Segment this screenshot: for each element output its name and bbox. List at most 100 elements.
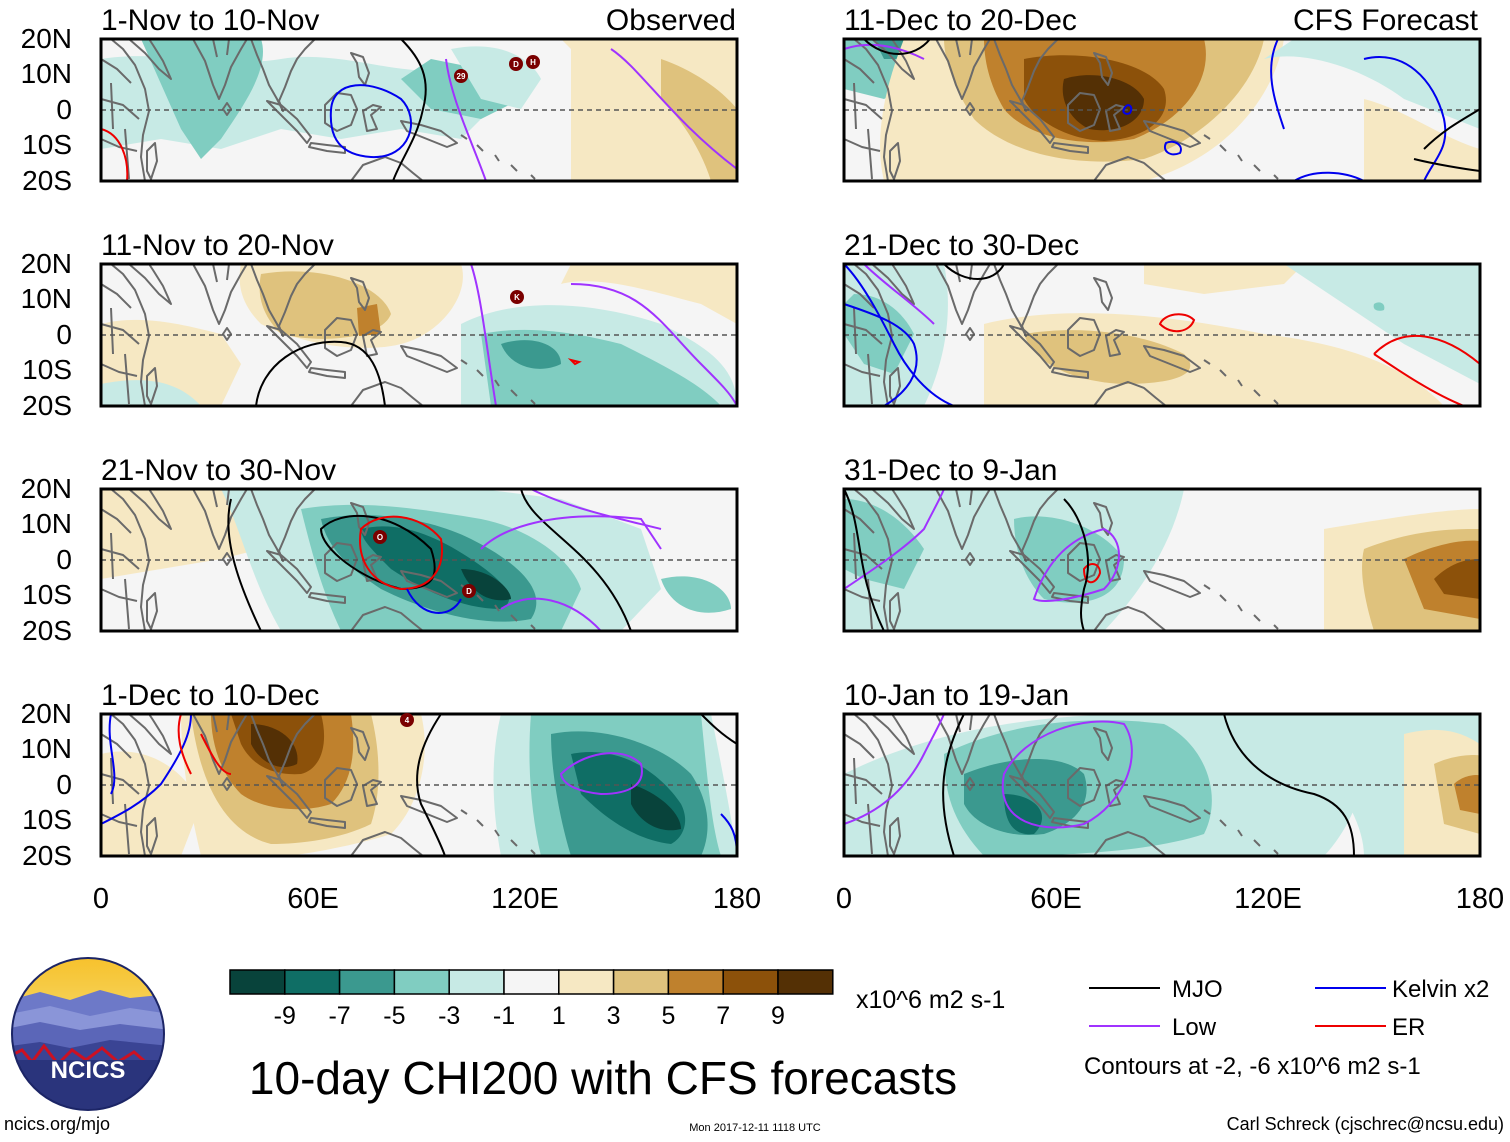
colorbar-swatch	[503, 969, 560, 995]
storm-marker-2: D	[509, 57, 523, 71]
panel-right-4-title: 10-Jan to 19-Jan	[844, 679, 1069, 712]
colorbar-tick-label: -5	[383, 1002, 405, 1030]
footer-timestamp: Mon 2017-12-11 1118 UTC	[689, 1122, 821, 1134]
map-panel-right-2	[843, 263, 1481, 407]
colorbar: -9 -7 -5 -3 -1 1 3 5 7 9	[229, 969, 834, 1030]
legend: MJO Kelvin x2 Low ER Contours at -2, -6 …	[1084, 976, 1489, 1080]
xlab-left-60e: 60E	[287, 883, 339, 915]
colorbar-tick-label: -9	[274, 1002, 296, 1030]
ylab-10n: 10N	[21, 283, 72, 314]
ylab-0: 0	[56, 544, 72, 575]
colorbar-units: x10^6 m2 s-1	[856, 986, 1005, 1014]
colorbar-swatch	[558, 969, 615, 995]
storm-marker-5: O	[373, 530, 387, 544]
map-panel-right-3	[843, 488, 1480, 632]
observed-label: Observed	[606, 4, 736, 37]
legend-label-er: ER	[1392, 1014, 1425, 1041]
colorbar-swatch	[612, 969, 670, 995]
xlab-left-120e: 120E	[491, 883, 559, 915]
ylab-0: 0	[56, 94, 72, 125]
ylab-20n: 20N	[21, 698, 72, 729]
figure-title: 10-day CHI200 with CFS forecasts	[249, 1052, 957, 1104]
storm-marker-4: K	[510, 290, 524, 304]
ylab-20s: 20S	[22, 840, 72, 871]
svg-text:H: H	[530, 58, 536, 67]
storm-marker-1: 29	[454, 69, 468, 83]
footer-url: ncics.org/mjo	[4, 1114, 110, 1134]
ylab-10s: 10S	[22, 804, 72, 835]
colorbar-swatch	[777, 969, 834, 995]
storm-marker-7: 4	[400, 713, 414, 727]
panel-right-1-title: 11-Dec to 20-Dec	[844, 4, 1077, 37]
legend-note: Contours at -2, -6 x10^6 m2 s-1	[1084, 1053, 1421, 1080]
panel-right-2-title: 21-Dec to 30-Dec	[844, 229, 1079, 262]
svg-text:D: D	[513, 60, 519, 69]
xlab-right-120e: 120E	[1234, 883, 1302, 915]
cfs-forecast-label: CFS Forecast	[1293, 4, 1479, 37]
ylab-10s: 10S	[22, 354, 72, 385]
footer-credit: Carl Schreck (cjschrec@ncsu.edu)	[1227, 1114, 1504, 1134]
panel-frames	[99, 37, 1482, 858]
panel-left-2-title: 11-Nov to 20-Nov	[101, 229, 334, 262]
xlab-left-180: 180	[713, 883, 761, 915]
ylab-10s: 10S	[22, 129, 72, 160]
ylab-0: 0	[56, 319, 72, 350]
colorbar-tick-label: 9	[771, 1002, 785, 1030]
ylab-20n: 20N	[21, 248, 72, 279]
colorbar-tick-label: 3	[607, 1002, 621, 1030]
ylab-10n: 10N	[21, 508, 72, 539]
colorbar-tick-label: 1	[552, 1002, 566, 1030]
map-panel-left-2	[100, 263, 738, 407]
xlab-right-0: 0	[836, 883, 852, 915]
svg-text:D: D	[466, 587, 472, 596]
ncics-logo: NCICS	[11, 957, 165, 1111]
colorbar-tick-label: -1	[493, 1002, 515, 1030]
x-axis-labels: 0 60E 120E 180 0 60E 120E 180	[93, 883, 1504, 915]
y-axis-labels: 20N 10N 0 10S 20S 20N 10N 0 10S 20S 20N …	[21, 23, 72, 871]
colorbar-tick-label: -3	[438, 1002, 460, 1030]
ylab-10n: 10N	[21, 58, 72, 89]
ylab-20n: 20N	[21, 473, 72, 504]
ylab-0: 0	[56, 769, 72, 800]
panel-left-4-title: 1-Dec to 10-Dec	[101, 679, 319, 712]
colorbar-swatch	[284, 969, 341, 995]
colorbar-swatch	[722, 969, 779, 995]
xlab-left-0: 0	[93, 883, 109, 915]
panel-left-1-title: 1-Nov to 10-Nov	[101, 4, 319, 37]
ylab-20s: 20S	[22, 615, 72, 646]
xlab-right-180: 180	[1456, 883, 1504, 915]
ylab-20s: 20S	[22, 165, 72, 196]
storm-markers: 29 D H K O D 4	[373, 55, 540, 727]
svg-text:K: K	[514, 293, 520, 302]
colorbar-swatch	[448, 969, 505, 995]
colorbar-swatch	[393, 969, 450, 995]
ylab-20s: 20S	[22, 390, 72, 421]
map-panel-left-4	[100, 713, 738, 857]
legend-label-low: Low	[1172, 1014, 1217, 1041]
colorbar-swatch	[667, 969, 724, 995]
legend-label-kelvin: Kelvin x2	[1392, 976, 1489, 1003]
colorbar-swatch	[338, 969, 396, 995]
ylab-10n: 10N	[21, 733, 72, 764]
legend-label-mjo: MJO	[1172, 976, 1223, 1003]
svg-text:4: 4	[405, 716, 410, 725]
storm-marker-6: D	[462, 584, 476, 598]
svg-text:O: O	[377, 533, 383, 542]
colorbar-tick-label: 7	[716, 1002, 730, 1030]
map-panel-right-1	[843, 38, 1481, 182]
logo-text: NCICS	[51, 1057, 126, 1084]
map-panel-left-1	[100, 38, 738, 182]
xlab-right-60e: 60E	[1030, 883, 1082, 915]
map-panel-left-3	[100, 488, 737, 632]
map-panel-right-4	[843, 713, 1480, 857]
panel-left-3-title: 21-Nov to 30-Nov	[101, 454, 336, 487]
colorbar-tick-label: 5	[661, 1002, 675, 1030]
panel-right-3-title: 31-Dec to 9-Jan	[844, 454, 1057, 487]
storm-marker-3: H	[526, 55, 540, 69]
svg-text:29: 29	[457, 72, 466, 81]
colorbar-swatch	[229, 969, 286, 995]
colorbar-tick-label: -7	[328, 1002, 350, 1030]
ylab-10s: 10S	[22, 579, 72, 610]
ylab-20n: 20N	[21, 23, 72, 54]
